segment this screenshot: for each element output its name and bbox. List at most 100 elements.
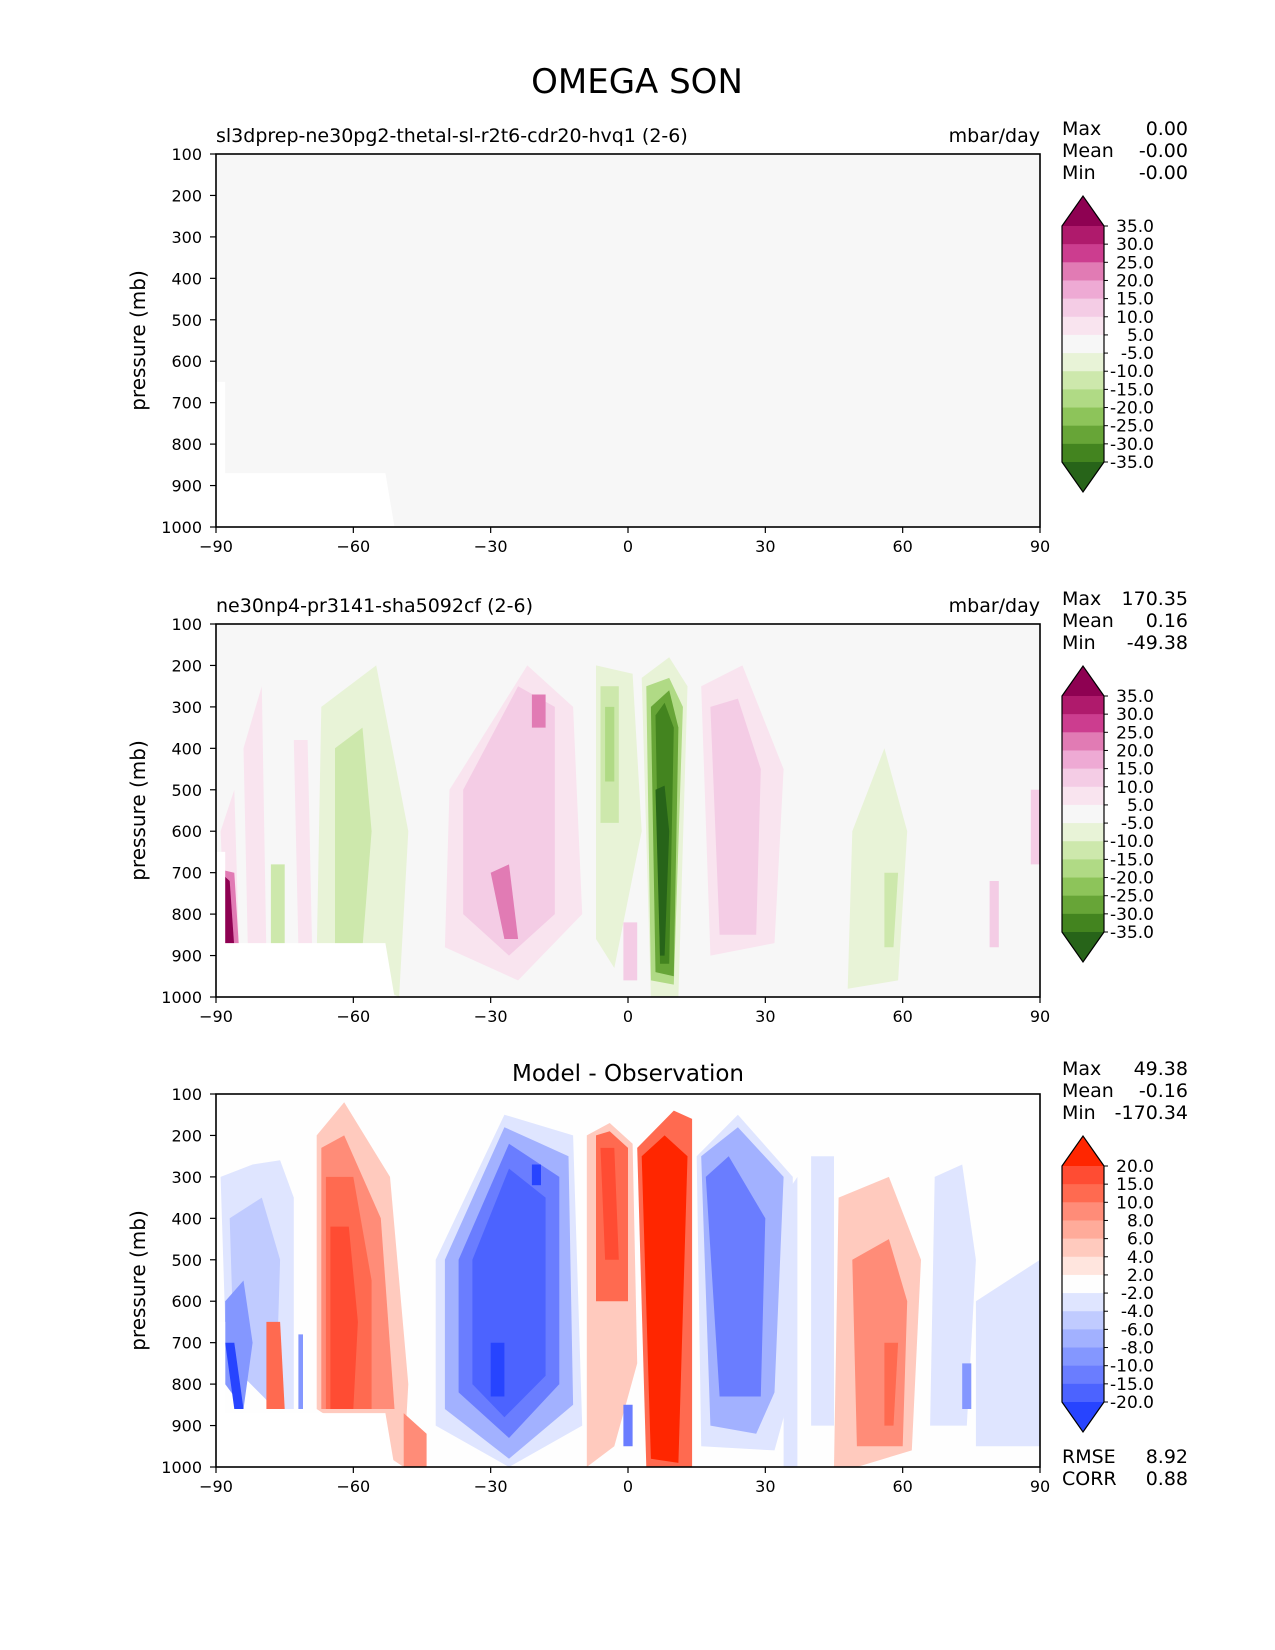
stat-label-max: Max <box>1062 1058 1101 1080</box>
y-tick-label: 100 <box>171 1085 202 1104</box>
colorbar-swatch <box>1062 895 1104 915</box>
colorbar-swatch <box>1062 1365 1104 1385</box>
colorbar-swatch <box>1062 696 1104 715</box>
panel-units: mbar/day <box>949 125 1040 147</box>
y-tick-label: 500 <box>171 781 202 800</box>
stat-label-rmse: RMSE <box>1062 1446 1116 1468</box>
stat-label-min: Min <box>1062 1102 1096 1124</box>
colorbar-swatch <box>1062 804 1104 824</box>
stat-label-mean: Mean <box>1062 610 1114 632</box>
colorbar-tick-label: -8.0 <box>1121 1339 1154 1359</box>
y-tick-label: 500 <box>171 1251 202 1270</box>
stat-value-max: 170.35 <box>1122 588 1188 610</box>
panel-units: mbar/day <box>949 595 1040 617</box>
stat-value-mean: -0.16 <box>1139 1080 1188 1102</box>
y-tick-label: 500 <box>171 311 202 330</box>
x-tick-label: 60 <box>892 1477 912 1496</box>
colorbar-tick-label: 10.0 <box>1116 1193 1154 1213</box>
colorbar-extend-top <box>1062 196 1104 226</box>
contour-region <box>472 1168 546 1418</box>
y-tick-label: 100 <box>171 145 202 164</box>
terrain-mask <box>216 1413 395 1467</box>
colorbar-swatch <box>1062 316 1104 336</box>
terrain-mask <box>216 943 395 997</box>
colorbar-tick-label: -20.0 <box>1110 399 1154 419</box>
y-tick-label: 200 <box>171 656 202 675</box>
colorbar-swatch <box>1062 334 1104 354</box>
colorbar-swatch <box>1062 732 1104 751</box>
colorbar-tick-label: 5.0 <box>1127 796 1154 816</box>
y-axis-label: pressure (mb) <box>126 1210 150 1351</box>
contour-region <box>710 698 761 935</box>
colorbar-swatch <box>1062 1383 1104 1403</box>
contour-region <box>266 1321 285 1409</box>
colorbar-tick-label: -2.0 <box>1121 1284 1154 1304</box>
colorbar-tick-label: -10.0 <box>1110 832 1154 852</box>
colorbar-tick-label: -15.0 <box>1110 380 1154 400</box>
y-tick-label: 200 <box>171 186 202 205</box>
plot-background <box>216 154 1040 527</box>
colorbar-swatch <box>1062 877 1104 897</box>
contour-region <box>962 1363 972 1409</box>
colorbar-swatch <box>1062 1347 1104 1367</box>
y-axis-label: pressure (mb) <box>126 740 150 881</box>
panel-left-title: sl3dprep-ne30pg2-thetal-sl-r2t6-cdr20-hv… <box>216 125 688 147</box>
y-tick-label: 900 <box>171 947 202 966</box>
colorbar-swatch <box>1062 1220 1104 1240</box>
colorbar-tick-label: -35.0 <box>1110 453 1154 473</box>
colorbar-swatch <box>1062 859 1104 879</box>
stat-label-min: Min <box>1062 632 1096 654</box>
stat-label-corr: CORR <box>1062 1468 1117 1490</box>
contour-region <box>490 1342 505 1397</box>
contour-region <box>655 785 670 956</box>
contour-region <box>884 872 899 948</box>
x-tick-label: 0 <box>623 537 633 556</box>
colorbar-swatch <box>1062 371 1104 390</box>
colorbar-tick-label: -35.0 <box>1110 923 1154 943</box>
colorbar-tick-label: -5.0 <box>1121 344 1154 364</box>
contour-region <box>623 922 638 981</box>
colorbar-swatch <box>1062 823 1104 842</box>
colorbar-tick-label: -10.0 <box>1110 1357 1154 1377</box>
contour-fields <box>216 381 395 527</box>
colorbar: 35.030.025.020.015.010.05.0-5.0-10.0-15.… <box>1061 664 1154 964</box>
y-tick-label: 800 <box>171 1375 202 1394</box>
stat-label-mean: Mean <box>1062 1080 1114 1102</box>
colorbar-tick-label: -15.0 <box>1110 850 1154 870</box>
colorbar-tick-label: 35.0 <box>1116 217 1154 237</box>
colorbar-tick-label: 30.0 <box>1116 705 1154 725</box>
colorbar-swatch <box>1062 1293 1104 1312</box>
colorbar-swatch <box>1062 262 1104 281</box>
colorbar-tick-label: -20.0 <box>1110 1393 1154 1413</box>
x-tick-label: 30 <box>755 537 775 556</box>
panel-title: Model - Observation <box>512 1061 744 1087</box>
colorbar-swatch <box>1062 244 1104 263</box>
y-tick-label: 700 <box>171 394 202 413</box>
contour-region <box>243 686 267 956</box>
y-tick-label: 600 <box>171 352 202 371</box>
contour-region <box>225 1342 244 1409</box>
colorbar-swatch <box>1062 226 1104 245</box>
stat-label-mean: Mean <box>1062 140 1114 162</box>
colorbar-tick-label: -15.0 <box>1110 1375 1154 1395</box>
x-tick-label: 30 <box>755 1477 775 1496</box>
y-tick-label: 300 <box>171 228 202 247</box>
y-tick-label: 1000 <box>161 1458 202 1477</box>
colorbar-swatch <box>1062 1274 1104 1294</box>
y-tick-label: 300 <box>171 1168 202 1187</box>
colorbar-swatch <box>1062 353 1104 372</box>
colorbar-swatch <box>1062 1184 1104 1203</box>
x-tick-label: 90 <box>1030 1477 1050 1496</box>
contour-region <box>403 1413 427 1467</box>
colorbar-swatch <box>1062 443 1104 463</box>
colorbar-tick-label: 8.0 <box>1127 1211 1154 1231</box>
colorbar-swatch <box>1062 1238 1104 1258</box>
stat-label-min: Min <box>1062 162 1096 184</box>
contour-region <box>783 1176 798 1467</box>
contour-region <box>705 1156 766 1397</box>
x-tick-label: −30 <box>474 1007 508 1026</box>
panel-reference: −90 −60 −30 0 30 60 90 100 200 300 400 500 600 700 800… <box>126 588 1188 1026</box>
stat-value-mean: -0.00 <box>1139 140 1188 162</box>
y-tick-label: 700 <box>171 864 202 883</box>
colorbar-swatch <box>1062 786 1104 806</box>
